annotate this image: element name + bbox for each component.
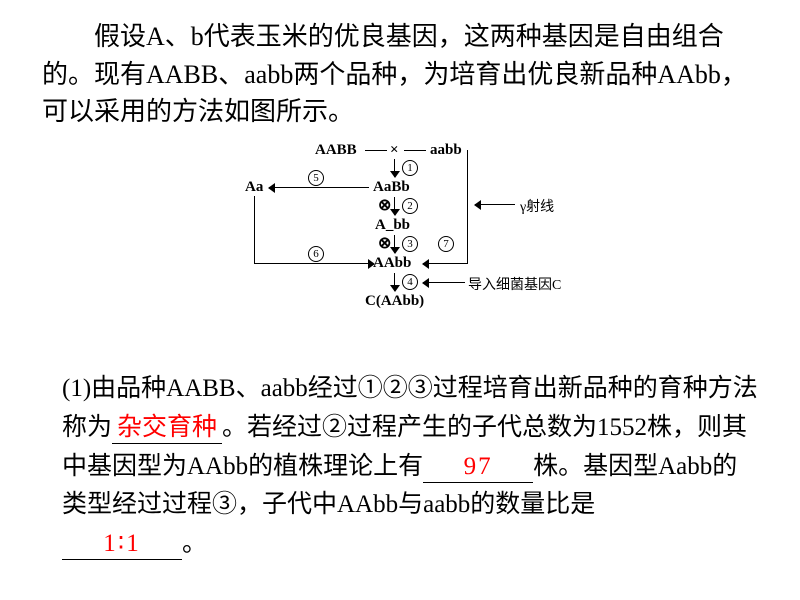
parent-left: AABB — [315, 142, 357, 159]
import-gene-label: 导入细菌基因C — [468, 274, 561, 294]
arrow-import-gene — [423, 282, 465, 283]
f1-genotype: AaBb — [373, 179, 410, 196]
step-6-label: 6 — [308, 246, 324, 262]
step-7-label: 7 — [438, 236, 454, 252]
line-step6-horiz — [254, 263, 369, 264]
gamma-ray-label: γ射线 — [520, 196, 554, 216]
step-3-label: 3 — [402, 236, 418, 252]
cross-symbol: × — [390, 142, 399, 159]
arrow-step1 — [394, 159, 395, 177]
answer-3: 1∶1 — [103, 530, 141, 557]
step-1-label: 1 — [402, 160, 418, 176]
arrow-gamma — [475, 204, 515, 205]
arrow-step6-head — [368, 259, 376, 269]
intro-text: 假设A、b代表玉米的优良基因，这两种基因是自由组合的。现有AABB、aabb两个… — [42, 18, 762, 131]
f2-genotype: A_bb — [375, 217, 410, 234]
breeding-diagram: AABB × aabb 1 AaBb ⊗ 2 A_bb ⊗ 3 AAbb 4 导… — [220, 142, 620, 362]
arrow-step2 — [394, 197, 395, 215]
line-step6-vert — [254, 196, 255, 263]
line-parent-left — [365, 150, 387, 151]
final-genotype: C(AAbb) — [365, 293, 424, 310]
line-step7-vert — [467, 150, 468, 263]
parent-right: aabb — [430, 142, 462, 159]
line-parent-right — [404, 150, 426, 151]
question-1: (1)由品种AABB、aabb经过①②③过程培育出新品种的育种方法称为杂交育种。… — [62, 370, 762, 564]
q1-text-4: 。 — [182, 530, 207, 557]
result-genotype: AAbb — [373, 255, 411, 272]
arrow-step4 — [394, 273, 395, 291]
arrow-step3 — [394, 235, 395, 253]
step-4-label: 4 — [402, 274, 418, 290]
arrow-step5 — [269, 187, 369, 188]
answer-1: 杂交育种 — [117, 414, 217, 441]
line-step7-horiz — [423, 263, 468, 264]
answer-2: 97 — [464, 453, 493, 480]
gamete-label: Aa — [245, 179, 263, 196]
step-5-label: 5 — [308, 170, 324, 186]
step-2-label: 2 — [402, 198, 418, 214]
